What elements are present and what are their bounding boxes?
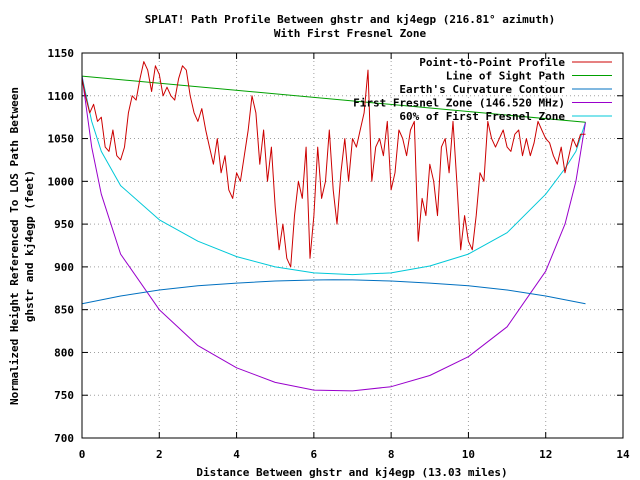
x-tick-label: 4 bbox=[233, 448, 240, 461]
x-tick-label: 14 bbox=[616, 448, 630, 461]
x-tick-label: 2 bbox=[156, 448, 163, 461]
x-axis-label: Distance Between ghstr and kj4egp (13.03… bbox=[196, 466, 507, 479]
y-tick-label: 1100 bbox=[48, 90, 75, 103]
x-tick-label: 8 bbox=[388, 448, 395, 461]
legend-label: 60% of First Fresnel Zone bbox=[399, 110, 565, 123]
plot-frame bbox=[81, 52, 624, 439]
legend-label: Point-to-Point Profile bbox=[419, 56, 565, 69]
series-line-4 bbox=[81, 75, 586, 276]
y-tick-label: 700 bbox=[54, 432, 74, 445]
series-line-3 bbox=[81, 76, 586, 392]
y-axis-label-line2: ghstr and kj4egp (feet) bbox=[23, 170, 36, 322]
legend-label: Line of Sight Path bbox=[446, 70, 565, 83]
series-line-2 bbox=[81, 279, 586, 305]
x-tick-label: 10 bbox=[462, 448, 475, 461]
x-tick-label: 6 bbox=[311, 448, 318, 461]
y-axis-label-line1: Normalized Height Referenced To LOS Path… bbox=[8, 87, 21, 405]
x-tick-label: 12 bbox=[539, 448, 552, 461]
y-tick-label: 800 bbox=[54, 346, 74, 359]
axis-ticks: 0 2 4 6 8 10 12 14 700 750 800 850 900 950 1000 1050 110… bbox=[48, 47, 630, 461]
y-tick-label: 950 bbox=[54, 218, 74, 231]
chart-subtitle: With First Fresnel Zone bbox=[274, 27, 427, 40]
y-tick-label: 1000 bbox=[48, 175, 75, 188]
legend-label: Earth's Curvature Contour bbox=[399, 83, 565, 96]
chart-title: SPLAT! Path Profile Between ghstr and kj… bbox=[145, 13, 556, 26]
series-line-0 bbox=[81, 61, 586, 268]
y-tick-label: 750 bbox=[54, 389, 74, 402]
series-lines bbox=[81, 61, 586, 392]
x-tick-label: 0 bbox=[79, 448, 86, 461]
y-tick-label: 1050 bbox=[48, 133, 75, 146]
y-tick-label: 900 bbox=[54, 261, 74, 274]
y-tick-label: 1150 bbox=[48, 47, 75, 60]
grid bbox=[82, 53, 623, 438]
legend-label: First Fresnel Zone (146.520 MHz) bbox=[353, 97, 565, 110]
y-tick-label: 850 bbox=[54, 304, 74, 317]
series-line-1 bbox=[81, 75, 586, 123]
